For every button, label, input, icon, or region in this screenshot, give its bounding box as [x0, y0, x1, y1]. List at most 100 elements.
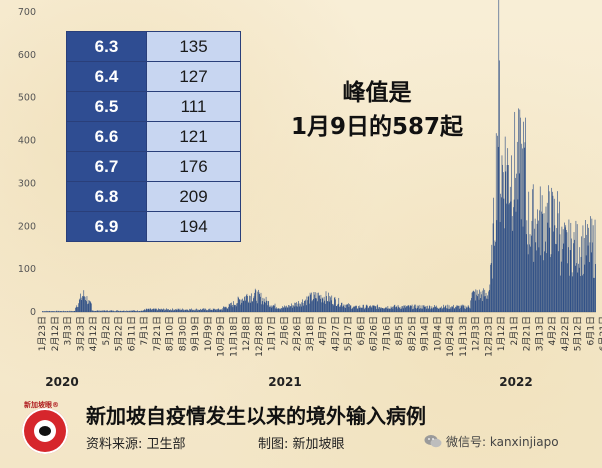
table-date: 6.4: [66, 61, 147, 92]
data-bar: [346, 304, 347, 312]
data-bar: [133, 310, 134, 312]
data-bar: [272, 305, 274, 312]
data-bar: [292, 305, 294, 312]
data-bar: [289, 305, 290, 312]
data-bar: [192, 309, 194, 312]
data-bar: [461, 306, 463, 312]
data-bar: [367, 308, 369, 312]
logo-face-icon: [34, 420, 56, 442]
data-bar: [586, 234, 588, 312]
data-bar: [513, 199, 515, 312]
data-bar: [124, 311, 126, 312]
data-bar: [133, 310, 135, 312]
data-bar: [286, 305, 287, 312]
data-bar: [83, 290, 85, 312]
data-bar: [577, 272, 579, 312]
data-bar: [53, 311, 55, 312]
data-bar: [495, 242, 496, 312]
x-tick-label: 1月23日: [37, 316, 48, 351]
data-bar: [423, 305, 425, 312]
data-bar: [330, 300, 332, 312]
data-bar: [75, 307, 77, 312]
data-bar: [52, 311, 54, 312]
data-bar: [109, 310, 111, 312]
data-bar: [88, 300, 90, 312]
data-bar: [108, 311, 109, 312]
data-bar: [510, 201, 512, 312]
data-bar: [145, 308, 147, 312]
data-bar: [538, 247, 540, 312]
data-bar: [122, 310, 124, 312]
data-bar: [223, 306, 225, 312]
data-bar: [408, 305, 410, 312]
source-label: 资料来源: 卫生部: [86, 437, 186, 452]
data-bar: [200, 308, 201, 312]
data-bar: [409, 305, 411, 312]
data-bar: [414, 304, 415, 312]
data-bar: [305, 299, 306, 312]
data-bar: [342, 305, 344, 312]
data-bar: [488, 290, 490, 312]
data-bar: [85, 301, 87, 312]
data-bar: [229, 304, 231, 312]
data-bar: [117, 311, 119, 312]
data-bar: [142, 310, 143, 312]
data-bar: [454, 308, 456, 312]
data-bar: [263, 298, 265, 312]
data-bar: [415, 307, 417, 312]
data-bar: [177, 309, 178, 312]
data-bar: [578, 267, 580, 312]
data-bar: [82, 296, 84, 312]
data-bar: [165, 309, 167, 312]
data-bar: [351, 308, 353, 312]
data-bar: [479, 289, 480, 312]
data-bar: [388, 308, 390, 312]
data-bar: [89, 301, 91, 312]
data-bar: [434, 306, 436, 312]
data-bar: [516, 173, 517, 312]
data-bar: [75, 307, 76, 312]
data-bar: [110, 310, 111, 312]
data-bar: [472, 290, 474, 312]
data-bar: [69, 310, 71, 312]
data-bar: [573, 232, 575, 312]
data-bar: [219, 309, 220, 312]
x-tick-label: 11月18日: [228, 316, 239, 357]
data-bar: [239, 299, 241, 312]
data-bar: [432, 307, 434, 312]
data-bar: [268, 307, 270, 312]
data-bar: [526, 220, 528, 312]
data-bar: [168, 310, 170, 312]
data-bar: [78, 303, 79, 312]
data-bar: [471, 297, 472, 312]
data-bar: [253, 298, 254, 312]
data-bar: [186, 309, 187, 312]
data-bar: [287, 307, 289, 312]
data-bar: [182, 309, 184, 312]
table-date: 6.9: [66, 211, 147, 242]
data-bar: [388, 308, 389, 312]
data-bar: [129, 310, 130, 312]
data-bar: [295, 306, 297, 312]
data-bar: [227, 308, 229, 312]
data-bar: [79, 298, 81, 312]
x-tick-label: 2月26日: [292, 316, 303, 351]
data-bar: [581, 236, 582, 312]
data-bar: [201, 310, 203, 312]
table-value: 121: [146, 121, 241, 152]
data-bar: [354, 306, 356, 312]
data-bar: [147, 309, 148, 312]
data-bar: [485, 292, 487, 312]
data-bar: [421, 308, 422, 312]
data-bar: [481, 294, 482, 312]
x-tick-label: 3月18日: [305, 316, 316, 351]
data-bar: [93, 310, 94, 312]
data-bar: [163, 308, 164, 312]
data-bar: [295, 302, 296, 312]
data-bar: [422, 305, 424, 312]
data-bar: [318, 292, 319, 312]
logo-text: 新加坡眼®: [24, 401, 59, 409]
data-bar: [404, 305, 406, 312]
data-bar: [136, 310, 138, 312]
data-bar: [511, 216, 513, 312]
